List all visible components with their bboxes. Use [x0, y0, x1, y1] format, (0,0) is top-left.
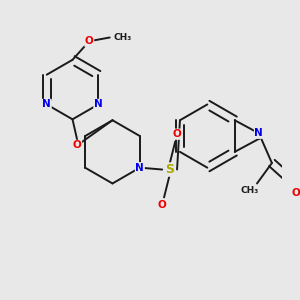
Text: S: S [165, 163, 174, 176]
Text: O: O [158, 200, 167, 210]
Text: N: N [136, 163, 144, 173]
Text: O: O [85, 36, 94, 46]
Text: CH₃: CH₃ [114, 33, 132, 42]
Text: N: N [42, 99, 51, 110]
Text: O: O [173, 129, 182, 139]
Text: N: N [94, 99, 103, 110]
Text: CH₃: CH₃ [241, 186, 259, 195]
Text: O: O [73, 140, 82, 150]
Text: O: O [292, 188, 300, 198]
Text: N: N [254, 128, 263, 138]
